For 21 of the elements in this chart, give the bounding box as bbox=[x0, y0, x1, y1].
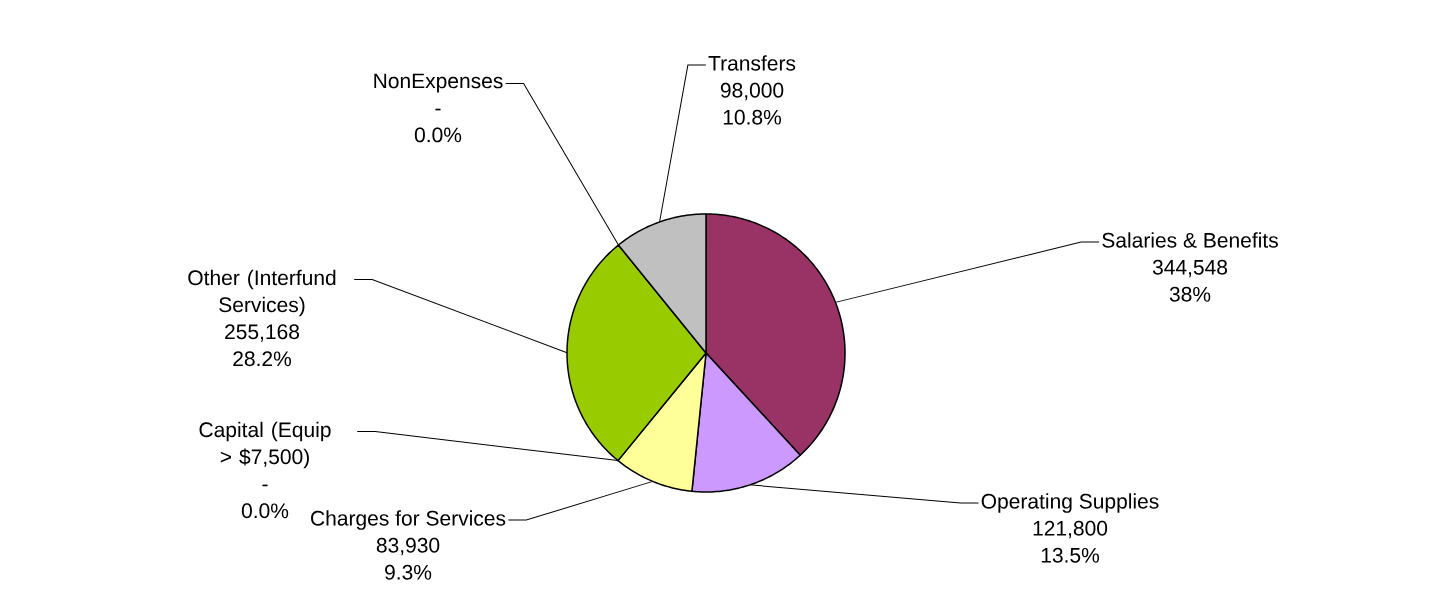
data-label: 98,000 bbox=[720, 82, 784, 101]
slice-label: Salaries & Benefits bbox=[1102, 232, 1278, 248]
text: 0.0% bbox=[414, 127, 462, 143]
text: 0.0% bbox=[241, 503, 289, 519]
data-label: 255,168 bbox=[225, 324, 300, 342]
category-label: Capital (Equip > $7,500) bbox=[199, 421, 331, 469]
slice-label: Charges for Services bbox=[311, 510, 506, 530]
text: - bbox=[435, 108, 441, 111]
slice-label: Operating Supplies bbox=[981, 493, 1159, 513]
text: 38% bbox=[1169, 286, 1211, 302]
data-label: 121,800 bbox=[1033, 520, 1108, 539]
text: 9.3% bbox=[385, 564, 432, 580]
category-label: NonExpenses bbox=[374, 73, 503, 93]
slice-label: Other (Interfund Services) bbox=[188, 269, 336, 317]
text: 28.2% bbox=[233, 351, 292, 367]
slice-label: Transfers bbox=[708, 55, 796, 71]
data-label: 83,930 bbox=[376, 537, 440, 556]
text: 10.8% bbox=[723, 109, 782, 125]
data-label: 344,548 bbox=[1152, 259, 1228, 278]
text: - bbox=[262, 484, 268, 487]
text: 13.5% bbox=[1041, 547, 1100, 563]
